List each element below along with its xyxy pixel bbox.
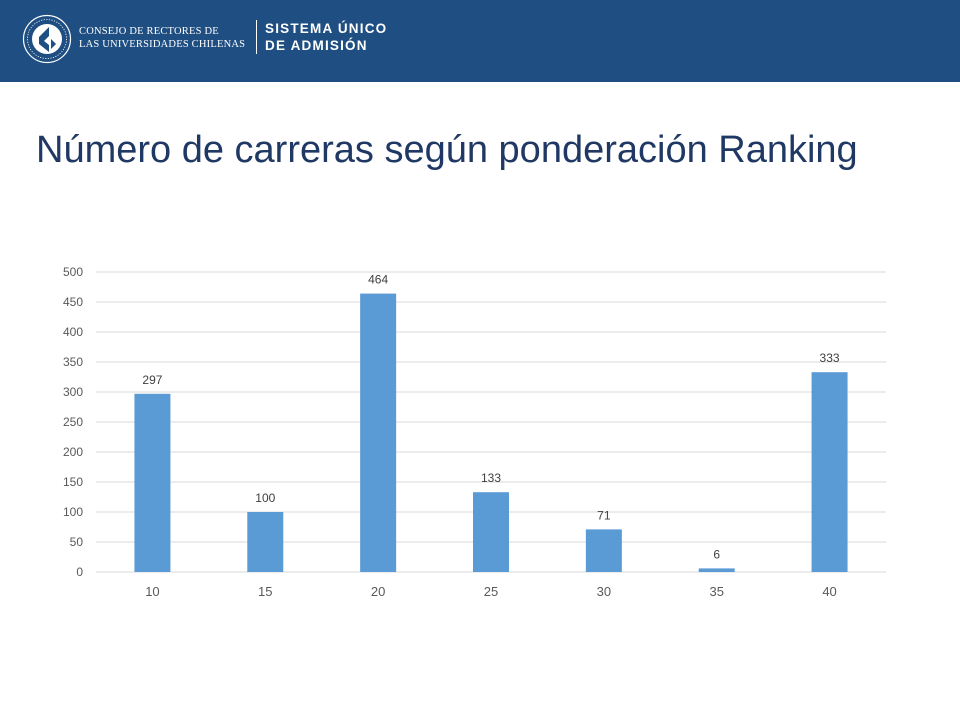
y-tick-label: 450 (63, 295, 83, 309)
org-name-line2: LAS UNIVERSIDADES CHILENAS (79, 39, 246, 50)
y-tick-label: 0 (76, 565, 83, 579)
x-tick-label: 15 (258, 584, 272, 599)
x-tick-label: 25 (484, 584, 498, 599)
data-label: 297 (142, 373, 162, 387)
header-divider (256, 20, 257, 54)
y-tick-label: 200 (63, 445, 83, 459)
x-tick-label: 40 (822, 584, 836, 599)
system-name-line2: DE ADMISIÓN (265, 38, 368, 53)
bar (811, 372, 848, 572)
x-tick-label: 10 (145, 584, 159, 599)
x-tick-label: 30 (597, 584, 611, 599)
y-tick-label: 300 (63, 385, 83, 399)
page-title: Número de carreras según ponderación Ran… (36, 129, 858, 171)
bar (134, 393, 171, 572)
data-label: 6 (713, 547, 720, 561)
y-tick-label: 100 (63, 505, 83, 519)
data-label: 71 (597, 508, 611, 522)
y-tick-label: 150 (63, 475, 83, 489)
y-tick-label: 500 (63, 265, 83, 279)
bar (360, 293, 397, 572)
x-tick-label: 35 (709, 584, 723, 599)
bar (247, 512, 284, 572)
bar (585, 529, 622, 572)
org-name: CONSEJO DE RECTORES DE LAS UNIVERSIDADES… (79, 25, 245, 51)
y-tick-label: 350 (63, 355, 83, 369)
y-tick-label: 250 (63, 415, 83, 429)
system-name-line1: SISTEMA ÚNICO (265, 21, 388, 36)
data-label: 133 (481, 471, 501, 485)
y-tick-label: 400 (63, 325, 83, 339)
bar (698, 568, 735, 572)
data-label: 464 (368, 273, 388, 287)
system-name: SISTEMA ÚNICO DE ADMISIÓN (265, 20, 387, 54)
data-label: 100 (255, 491, 275, 505)
org-name-line1: CONSEJO DE RECTORES DE (79, 26, 219, 37)
x-tick-label: 20 (371, 584, 385, 599)
y-tick-label: 50 (70, 535, 84, 549)
cruch-logo-emblem (22, 14, 72, 64)
header-bar: CONSEJO DE RECTORES DE LAS UNIVERSIDADES… (0, 0, 960, 82)
bar (473, 492, 509, 572)
data-label: 333 (820, 351, 840, 365)
bar-chart: 0 50 100 150 200 250 300 350 400 450 500 297 10 100 15… (63, 265, 886, 599)
